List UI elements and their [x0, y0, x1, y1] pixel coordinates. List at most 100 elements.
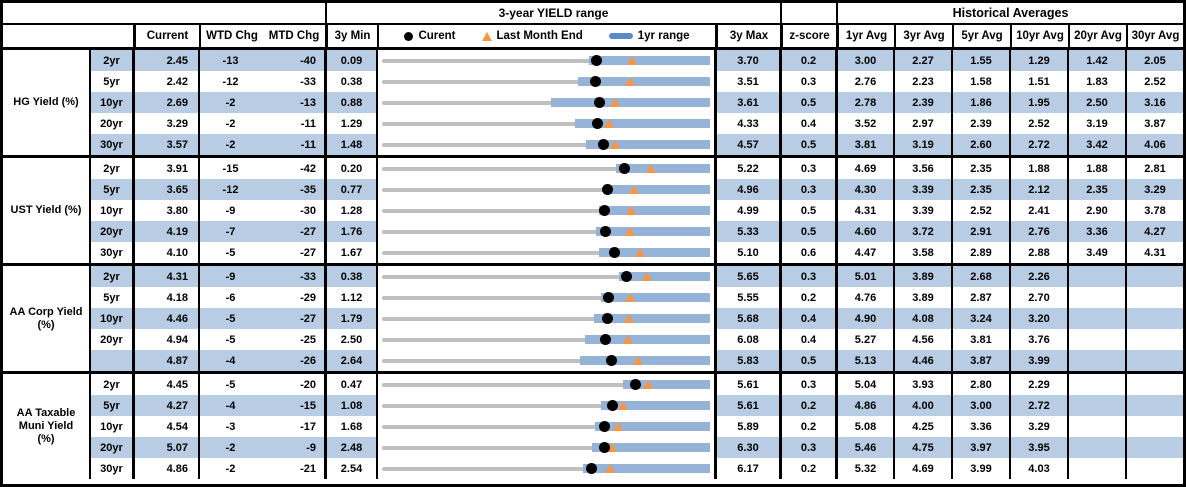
zscore-cell: 0.3 — [779, 437, 835, 458]
last-month-end-marker — [618, 401, 629, 410]
three-year-max-cell: 5.55 — [714, 287, 779, 308]
current-cell: 5.07 — [132, 437, 198, 458]
historical-avg-cell: 3.29 — [1125, 179, 1183, 200]
historical-avg-cell: 3.87 — [1125, 113, 1183, 134]
range-chart-cell — [376, 308, 714, 329]
range-chart-plot — [382, 179, 710, 200]
historical-avg-cell: 4.75 — [893, 437, 951, 458]
range-chart-cell — [376, 329, 714, 350]
table-row: 2yr 2.45 -13 -40 0.09 3.70 0.2 3.00 2.27 1.55 1.29… — [89, 50, 1183, 71]
column-header-row: Current WTD Chg MTD Chg 3y Min Curent La… — [3, 25, 1183, 50]
three-year-range-track — [382, 100, 710, 105]
three-year-max-cell: 4.96 — [714, 179, 779, 200]
range-chart-plot — [382, 92, 710, 113]
tenor-cell: 5yr — [89, 71, 132, 92]
historical-avg-cell: 2.52 — [951, 200, 1009, 221]
range-chart-cell — [376, 92, 714, 113]
wtd-chg-cell: -5 — [198, 329, 261, 350]
last-month-end-marker — [624, 314, 635, 323]
group-label-line: UST Yield (%) — [10, 204, 82, 216]
current-cell: 4.87 — [132, 350, 198, 371]
mtd-chg-cell: -20 — [261, 374, 324, 395]
mtd-chg-cell: -33 — [261, 71, 324, 92]
mtd-chg-cell: -27 — [261, 242, 324, 263]
table-row: 10yr 4.54 -3 -17 1.68 5.89 0.2 5.08 4.25 3.36 3.29 — [89, 416, 1183, 437]
last-month-end-triangle-icon — [481, 31, 492, 41]
zscore-cell: 0.3 — [779, 179, 835, 200]
three-year-range-track — [382, 382, 710, 387]
three-year-range-track — [382, 337, 710, 342]
three-year-max-cell: 6.17 — [714, 458, 779, 479]
zscore-cell: 0.5 — [779, 350, 835, 371]
last-month-end-marker — [612, 422, 623, 431]
section-rows: 2yr 3.91 -15 -42 0.20 5.22 0.3 4.69 3.56 2.35 1.88… — [89, 158, 1183, 263]
column-header-wtd-mtd: WTD Chg MTD Chg — [199, 25, 325, 47]
range-chart-plot — [382, 458, 710, 479]
range-chart-plot — [382, 329, 710, 350]
one-year-range-bar — [583, 464, 710, 473]
tenor-cell: 20yr — [89, 113, 132, 134]
historical-avg-cell: 3.49 — [1067, 242, 1125, 263]
zscore-cell: 0.4 — [779, 308, 835, 329]
section-ust-yield-: UST Yield (%) 2yr 3.91 -15 -42 0.20 5.22 0.3 4.6… — [3, 155, 1183, 263]
current-cell: 3.80 — [132, 200, 198, 221]
three-year-range-track — [382, 229, 710, 234]
mtd-chg-cell: -15 — [261, 395, 324, 416]
range-chart-plot — [382, 350, 710, 371]
wtd-chg-cell: -5 — [198, 242, 261, 263]
table-row: 20yr 4.94 -5 -25 2.50 6.08 0.4 5.27 4.56 3.81 3.76 — [89, 329, 1183, 350]
range-chart-plot — [382, 437, 710, 458]
tenor-cell: 5yr — [89, 287, 132, 308]
range-chart-plot — [382, 395, 710, 416]
range-chart-cell — [376, 350, 714, 371]
column-header-zscore: z-score — [780, 25, 836, 47]
three-year-min-cell: 1.68 — [324, 416, 376, 437]
historical-avg-cell: 2.91 — [951, 221, 1009, 242]
last-month-end-marker — [627, 56, 638, 65]
wtd-chg-cell: -2 — [198, 458, 261, 479]
group-label: AA Taxable Muni Yield (%) — [3, 374, 89, 479]
wtd-chg-cell: -2 — [198, 92, 261, 113]
row-label-header-spacer — [3, 25, 133, 47]
historical-avg-cell: 4.31 — [1125, 242, 1183, 263]
current-dot-icon — [404, 31, 414, 41]
zscore-cell: 0.3 — [779, 374, 835, 395]
three-year-min-cell: 1.67 — [324, 242, 376, 263]
three-year-min-cell: 0.77 — [324, 179, 376, 200]
historical-avg-cell — [1125, 287, 1183, 308]
one-year-range-bar — [596, 227, 710, 236]
last-month-end-marker — [606, 443, 617, 452]
range-chart-cell — [376, 200, 714, 221]
range-chart-plot — [382, 242, 710, 263]
current-cell: 3.65 — [132, 179, 198, 200]
three-year-max-cell: 3.61 — [714, 92, 779, 113]
range-chart-cell — [376, 266, 714, 287]
three-year-min-cell: 1.79 — [324, 308, 376, 329]
historical-avg-cell: 4.25 — [893, 416, 951, 437]
historical-avg-cell — [1067, 287, 1125, 308]
wtd-chg-cell: -15 — [198, 158, 261, 179]
historical-avg-cell: 2.76 — [1009, 221, 1067, 242]
historical-avg-cell: 2.27 — [893, 50, 951, 71]
current-yield-dot — [590, 55, 602, 66]
current-cell: 4.46 — [132, 308, 198, 329]
historical-avg-cell — [1067, 266, 1125, 287]
range-chart-plot — [382, 374, 710, 395]
historical-avg-cell — [1067, 374, 1125, 395]
historical-avg-cell: 4.06 — [1125, 134, 1183, 155]
last-month-end-marker — [646, 164, 657, 173]
mtd-chg-cell: -27 — [261, 221, 324, 242]
three-year-max-cell: 5.89 — [714, 416, 779, 437]
tenor-cell: 5yr — [89, 179, 132, 200]
zscore-cell: 0.5 — [779, 221, 835, 242]
tenor-cell: 10yr — [89, 308, 132, 329]
historical-avg-cell: 2.52 — [1125, 71, 1183, 92]
one-year-range-bar — [619, 272, 710, 281]
historical-avg-cell: 3.89 — [893, 266, 951, 287]
zscore-header-spacer — [780, 3, 836, 23]
one-year-range-bar — [599, 206, 710, 215]
current-yield-dot — [605, 355, 617, 366]
three-year-min-cell: 1.48 — [324, 134, 376, 155]
range-chart-cell — [376, 134, 714, 155]
table-row: 10yr 4.46 -5 -27 1.79 5.68 0.4 4.90 4.08 3.24 3.20 — [89, 308, 1183, 329]
